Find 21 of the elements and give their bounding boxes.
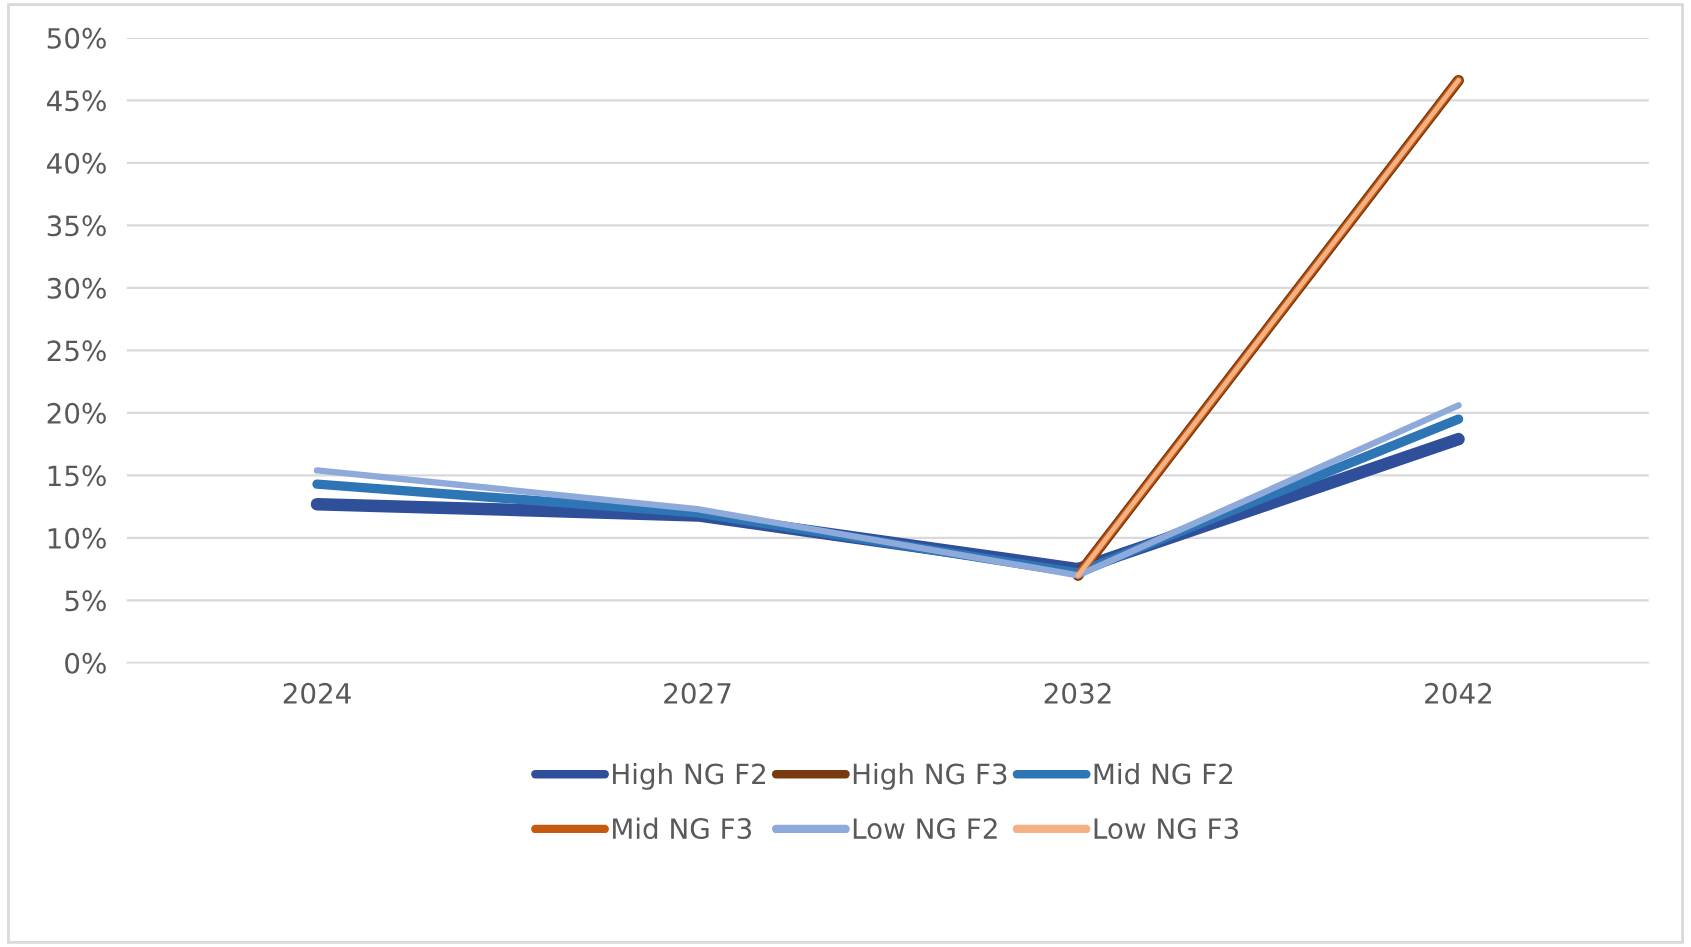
x-tick-label: 2042 — [1425, 682, 1492, 704]
x-tick-label: 2024 — [283, 682, 351, 704]
y-tick-label: 50% — [47, 27, 106, 49]
y-tick-label: 25% — [47, 340, 106, 362]
y-tick-label: 15% — [48, 465, 106, 487]
legend-label: Low NG F3 — [1094, 818, 1238, 840]
x-tick-label: 2032 — [1044, 682, 1111, 704]
legend-label: High NG F3 — [853, 762, 1007, 790]
legend-label: Low NG F2 — [853, 818, 997, 840]
y-tick-label: 10% — [48, 527, 106, 549]
legend-label: High NG F2 — [613, 762, 765, 790]
x-tick-label: 2027 — [664, 682, 731, 704]
y-tick-label: 30% — [47, 277, 106, 299]
y-tick-label: 0% — [65, 652, 106, 674]
y-tick-label: 35% — [47, 215, 106, 237]
legend-label: Mid NG F2 — [1094, 762, 1233, 785]
y-tick-label: 20% — [47, 402, 106, 424]
y-tick-label: 5% — [65, 590, 106, 612]
y-tick-label: 45% — [47, 90, 106, 112]
y-tick-label: 40% — [47, 152, 106, 174]
legend-label: Mid NG F3 — [613, 817, 752, 840]
